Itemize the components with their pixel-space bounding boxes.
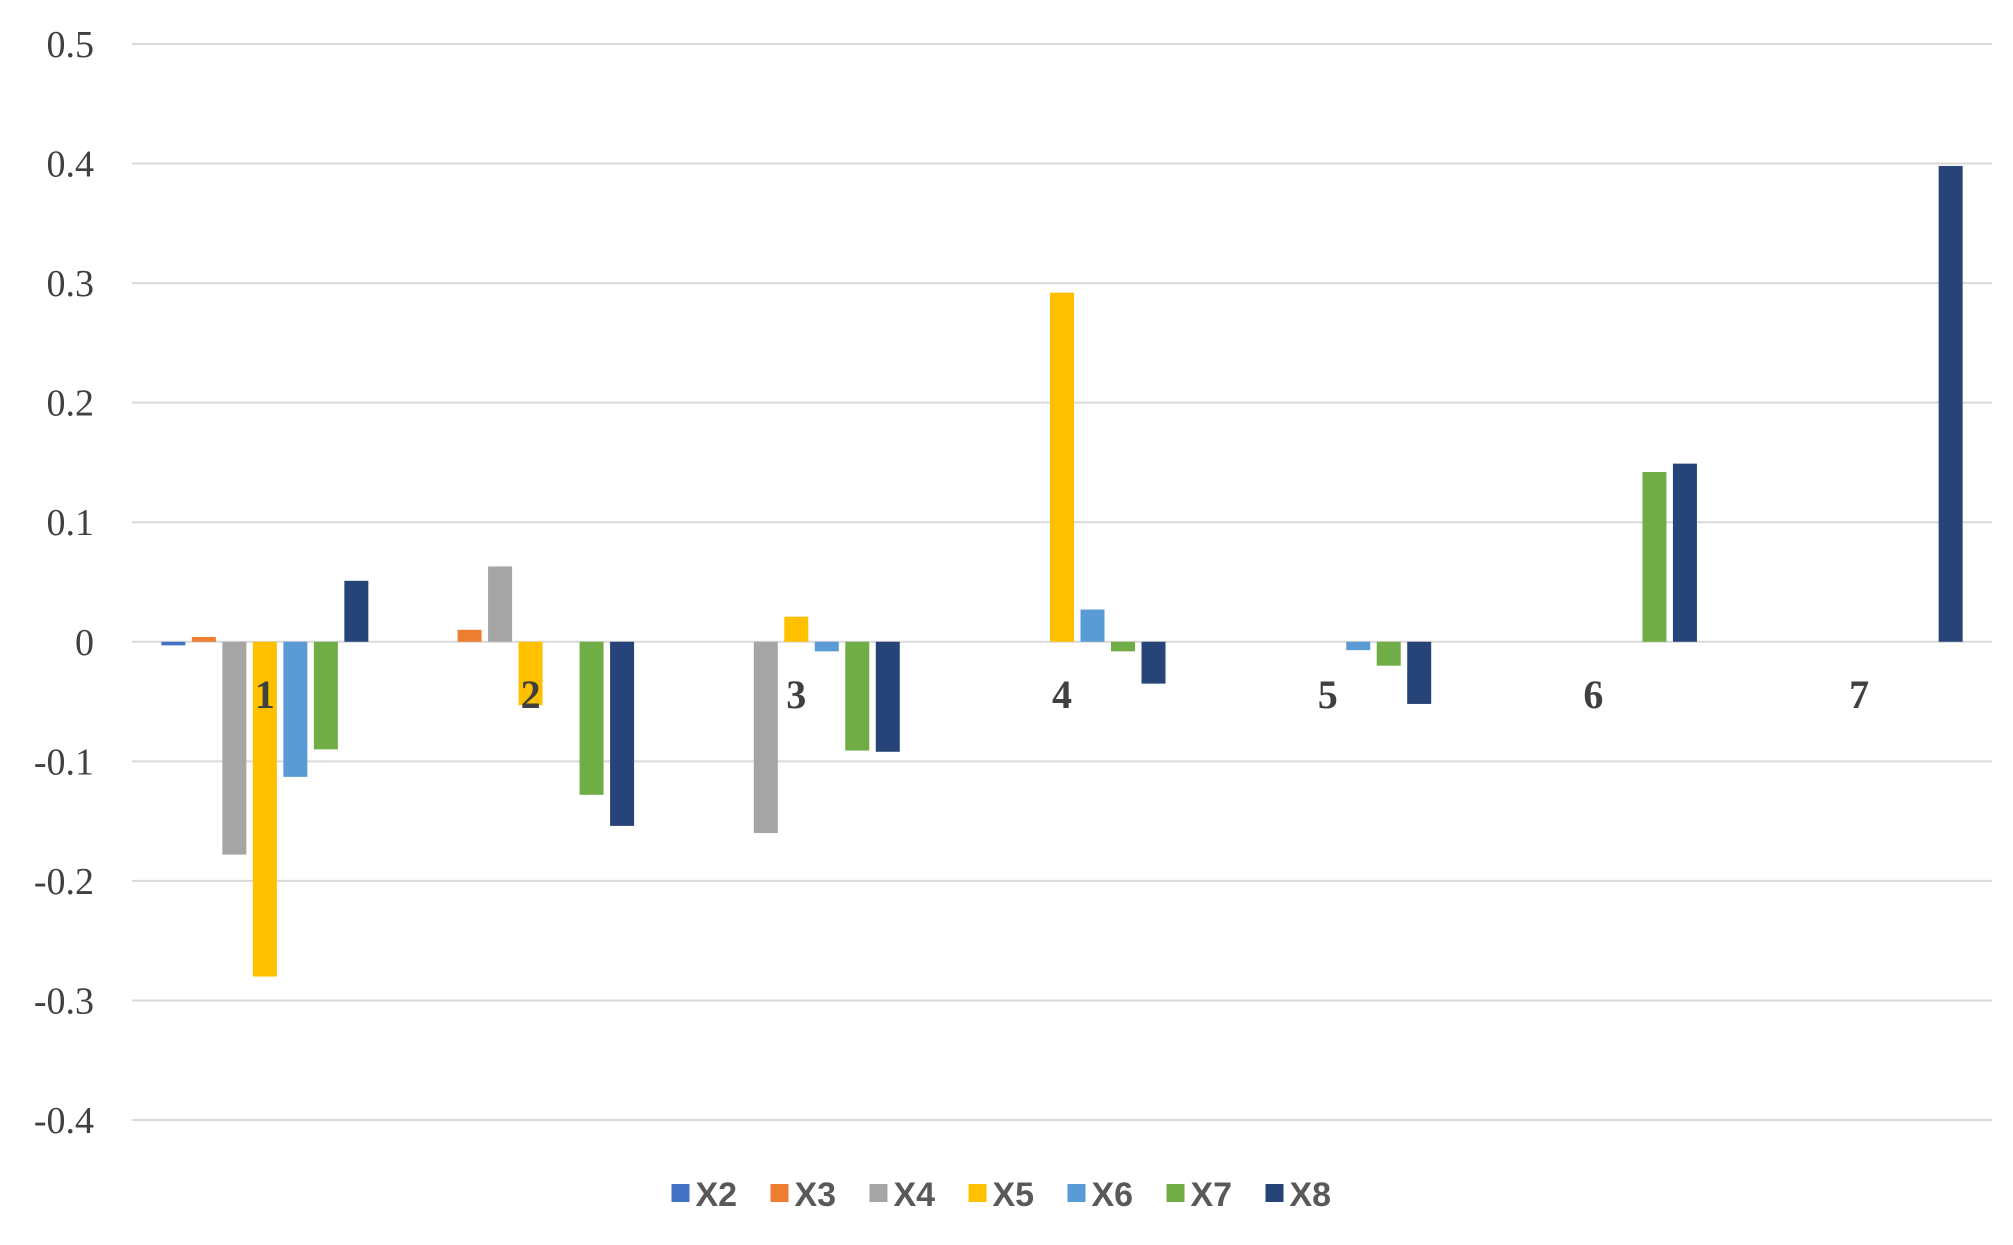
category-label: 7 (1849, 672, 1869, 717)
bar-x8-cat-3 (875, 641, 900, 752)
y-tick-label: -0.3 (34, 980, 94, 1022)
legend-swatch (968, 1184, 987, 1202)
bar-x2-cat-1 (161, 641, 186, 646)
legend-label: X7 (1191, 1176, 1233, 1214)
bar-x5-cat-4 (1050, 292, 1074, 642)
y-tick-label: -0.1 (34, 741, 94, 783)
legend: X2 X3 X4 X5 X6 X7 X8 (671, 1176, 1332, 1214)
legend-label: X6 (1092, 1176, 1134, 1214)
bar-x6-cat-3 (814, 641, 839, 652)
category-label: 3 (786, 672, 806, 717)
bar-x7-cat-2 (579, 641, 604, 795)
bar-x5-cat-3 (784, 616, 809, 642)
bar-x8-cat-4 (1141, 641, 1166, 684)
y-tick-label: -0.4 (34, 1100, 94, 1142)
legend-swatch (671, 1184, 690, 1202)
bar-x7-cat-3 (845, 641, 870, 751)
bar-x4-cat-2 (488, 566, 513, 642)
y-tick-label: 0.1 (47, 502, 95, 544)
bar-x5-cat-2 (518, 641, 543, 706)
legend-swatch (1067, 1184, 1086, 1202)
bar-x3-cat-2 (457, 629, 482, 642)
legend-item-x8: X8 (1265, 1176, 1332, 1214)
bar-x5-cat-1 (252, 641, 277, 977)
bar-x7-cat-4 (1111, 641, 1135, 652)
legend-label: X5 (993, 1176, 1035, 1214)
category-label: 4 (1052, 672, 1072, 717)
legend-label: X2 (696, 1176, 738, 1214)
legend-swatch (1265, 1184, 1284, 1202)
bar-x6-cat-5 (1346, 641, 1371, 651)
bar-x8-cat-2 (610, 641, 635, 826)
legend-item-x6: X6 (1067, 1176, 1134, 1214)
bar-x4-cat-3 (753, 641, 778, 834)
y-axis-ticks: 0.5 0.4 0.3 0.2 0.1 0 -0.1 -0.2 -0.3 -0.4 (34, 24, 94, 1142)
bar-x8-cat-6 (1672, 463, 1697, 642)
legend-swatch (770, 1184, 789, 1202)
legend-item-x3: X3 (770, 1176, 837, 1214)
category-label: 2 (521, 672, 541, 717)
category-labels: 1 2 3 4 5 6 7 (255, 672, 1869, 717)
y-tick-label: 0.3 (47, 263, 95, 305)
bar-x8-cat-1 (344, 580, 369, 642)
bars (161, 165, 1963, 977)
y-tick-label: 0.4 (47, 144, 95, 186)
bar-x7-cat-5 (1376, 641, 1401, 666)
legend-item-x2: X2 (671, 1176, 738, 1214)
bar-x3-cat-1 (191, 636, 216, 642)
bar-x6-cat-1 (283, 641, 308, 777)
legend-item-x7: X7 (1166, 1176, 1233, 1214)
bar-x6-cat-4 (1080, 609, 1105, 642)
legend-item-x5: X5 (968, 1176, 1035, 1214)
bar-x8-cat-5 (1407, 641, 1432, 704)
category-label: 6 (1583, 672, 1603, 717)
category-label: 5 (1318, 672, 1338, 717)
bar-x4-cat-1 (222, 641, 247, 855)
legend-item-x4: X4 (869, 1176, 936, 1214)
y-tick-label: 0.2 (47, 383, 95, 425)
y-tick-label: 0.5 (47, 24, 95, 66)
bar-x8-cat-7 (1938, 165, 1963, 642)
bar-x7-cat-6 (1642, 472, 1667, 642)
y-tick-label: -0.2 (34, 861, 94, 903)
legend-swatch (869, 1184, 888, 1202)
legend-label: X8 (1290, 1176, 1332, 1214)
bar-x7-cat-1 (313, 641, 338, 750)
y-tick-label: 0 (75, 622, 94, 664)
legend-label: X4 (894, 1176, 936, 1214)
category-label: 1 (255, 672, 275, 717)
legend-swatch (1166, 1184, 1185, 1202)
legend-label: X3 (795, 1176, 837, 1214)
